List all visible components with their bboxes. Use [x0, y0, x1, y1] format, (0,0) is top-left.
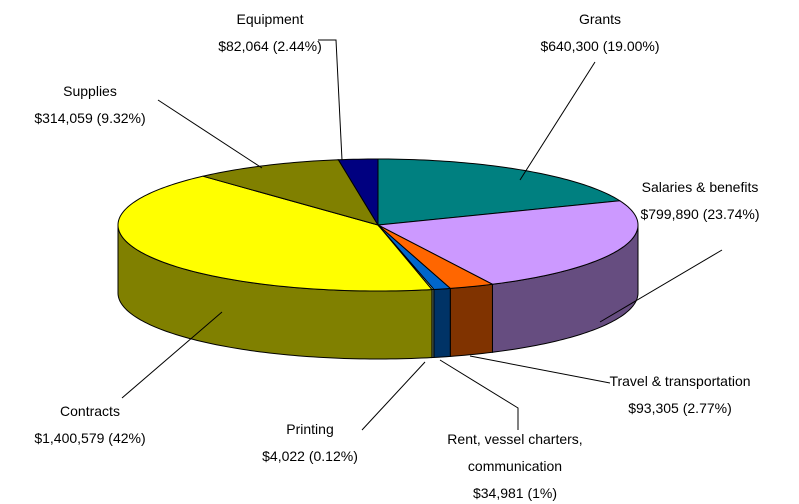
slice-label: Equipment $82,064 (2.44%): [180, 6, 360, 60]
leader-line: [439, 359, 519, 430]
slice-top: [377, 158, 622, 226]
slice-top: [117, 175, 433, 292]
leader-line: [361, 361, 426, 431]
category-name: Contracts: [60, 403, 120, 419]
category-name: Equipment: [236, 11, 304, 27]
leader-line: [157, 99, 263, 169]
leader-line: [519, 61, 596, 181]
slice-label: Salaries & benefits $799,890 (23.74%): [600, 174, 799, 228]
slice-label: Supplies $314,059 (9.32%): [0, 78, 180, 132]
leader-line: [599, 249, 723, 323]
slice-label: Rent, vessel charters, communication $34,…: [420, 426, 610, 504]
value-label: $4,022 (0.12%): [262, 448, 358, 464]
category-name: Printing: [286, 421, 334, 437]
slice-label: Travel & transportation $93,305 (2.77%): [580, 368, 780, 422]
slice-top: [202, 159, 380, 226]
category-name: Salaries & benefits: [641, 179, 759, 195]
value-label: $34,981 (1%): [472, 485, 558, 501]
value-label: $1,400,579 (42%): [34, 430, 146, 446]
value-label: $82,064 (2.44%): [218, 38, 322, 54]
category-name: Grants: [578, 11, 621, 27]
leader-line: [469, 355, 611, 384]
value-label: $640,300 (19.00%): [540, 38, 660, 54]
value-label: $93,305 (2.77%): [628, 400, 732, 416]
slice-label: Grants $640,300 (19.00%): [500, 6, 700, 60]
value-label: $314,059 (9.32%): [34, 110, 146, 126]
slice-top: [377, 224, 495, 289]
value-label: $799,890 (23.74%): [640, 206, 760, 222]
leader-line: [121, 311, 223, 399]
slice-label: Printing $4,022 (0.12%): [230, 416, 390, 470]
slice-label: Contracts $1,400,579 (42%): [0, 398, 180, 452]
category-name: Travel & transportation: [609, 373, 751, 389]
category-name: Supplies: [63, 83, 117, 99]
category-name: Rent, vessel charters, communication: [447, 431, 583, 474]
slice-side: [449, 283, 493, 357]
slice-side: [433, 287, 451, 358]
slice-top: [376, 200, 639, 285]
leader-line: [318, 39, 343, 161]
